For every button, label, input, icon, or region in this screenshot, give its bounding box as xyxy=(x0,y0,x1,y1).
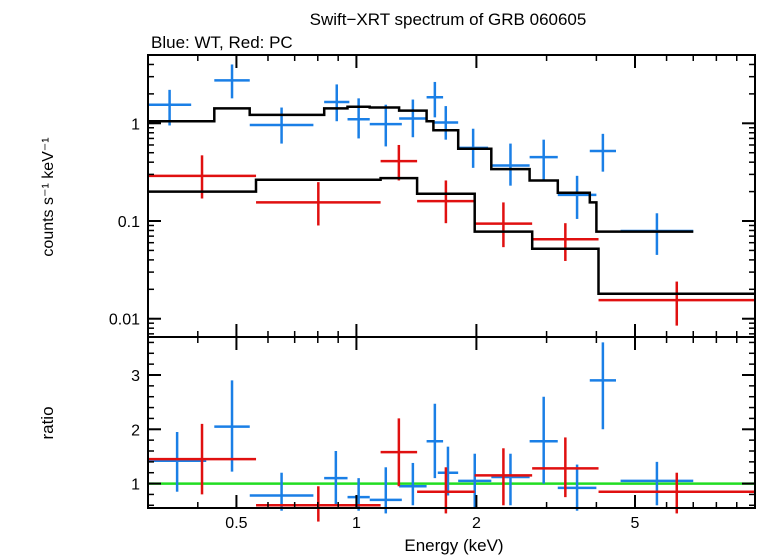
ratio-y-tick-label: 2 xyxy=(131,422,140,439)
chart-title: Swift−XRT spectrum of GRB 060605 xyxy=(310,10,587,29)
model-pc-step xyxy=(148,176,755,296)
chart-subtitle: Blue: WT, Red: PC xyxy=(151,33,293,52)
x-tick-label: 2 xyxy=(472,515,481,532)
bottom-y-axis-label: ratio xyxy=(38,406,57,439)
ratio-panel-frame xyxy=(147,336,756,509)
x-tick-label: 0.5 xyxy=(225,515,247,532)
spectrum-y-tick-label: 1 xyxy=(131,116,140,133)
spectrum-y-tick-label: 0.1 xyxy=(118,214,140,231)
x-tick-label: 5 xyxy=(631,515,640,532)
x-tick-label: 1 xyxy=(352,515,361,532)
spectrum-y-tick-label: 0.01 xyxy=(109,312,140,329)
ratio-y-tick-label: 3 xyxy=(131,368,140,385)
x-axis-label: Energy (keV) xyxy=(404,536,503,555)
ratio-y-tick-label: 1 xyxy=(131,477,140,494)
top-y-axis-label: counts s⁻¹ keV⁻¹ xyxy=(40,137,57,256)
model-wt-step xyxy=(148,105,694,233)
